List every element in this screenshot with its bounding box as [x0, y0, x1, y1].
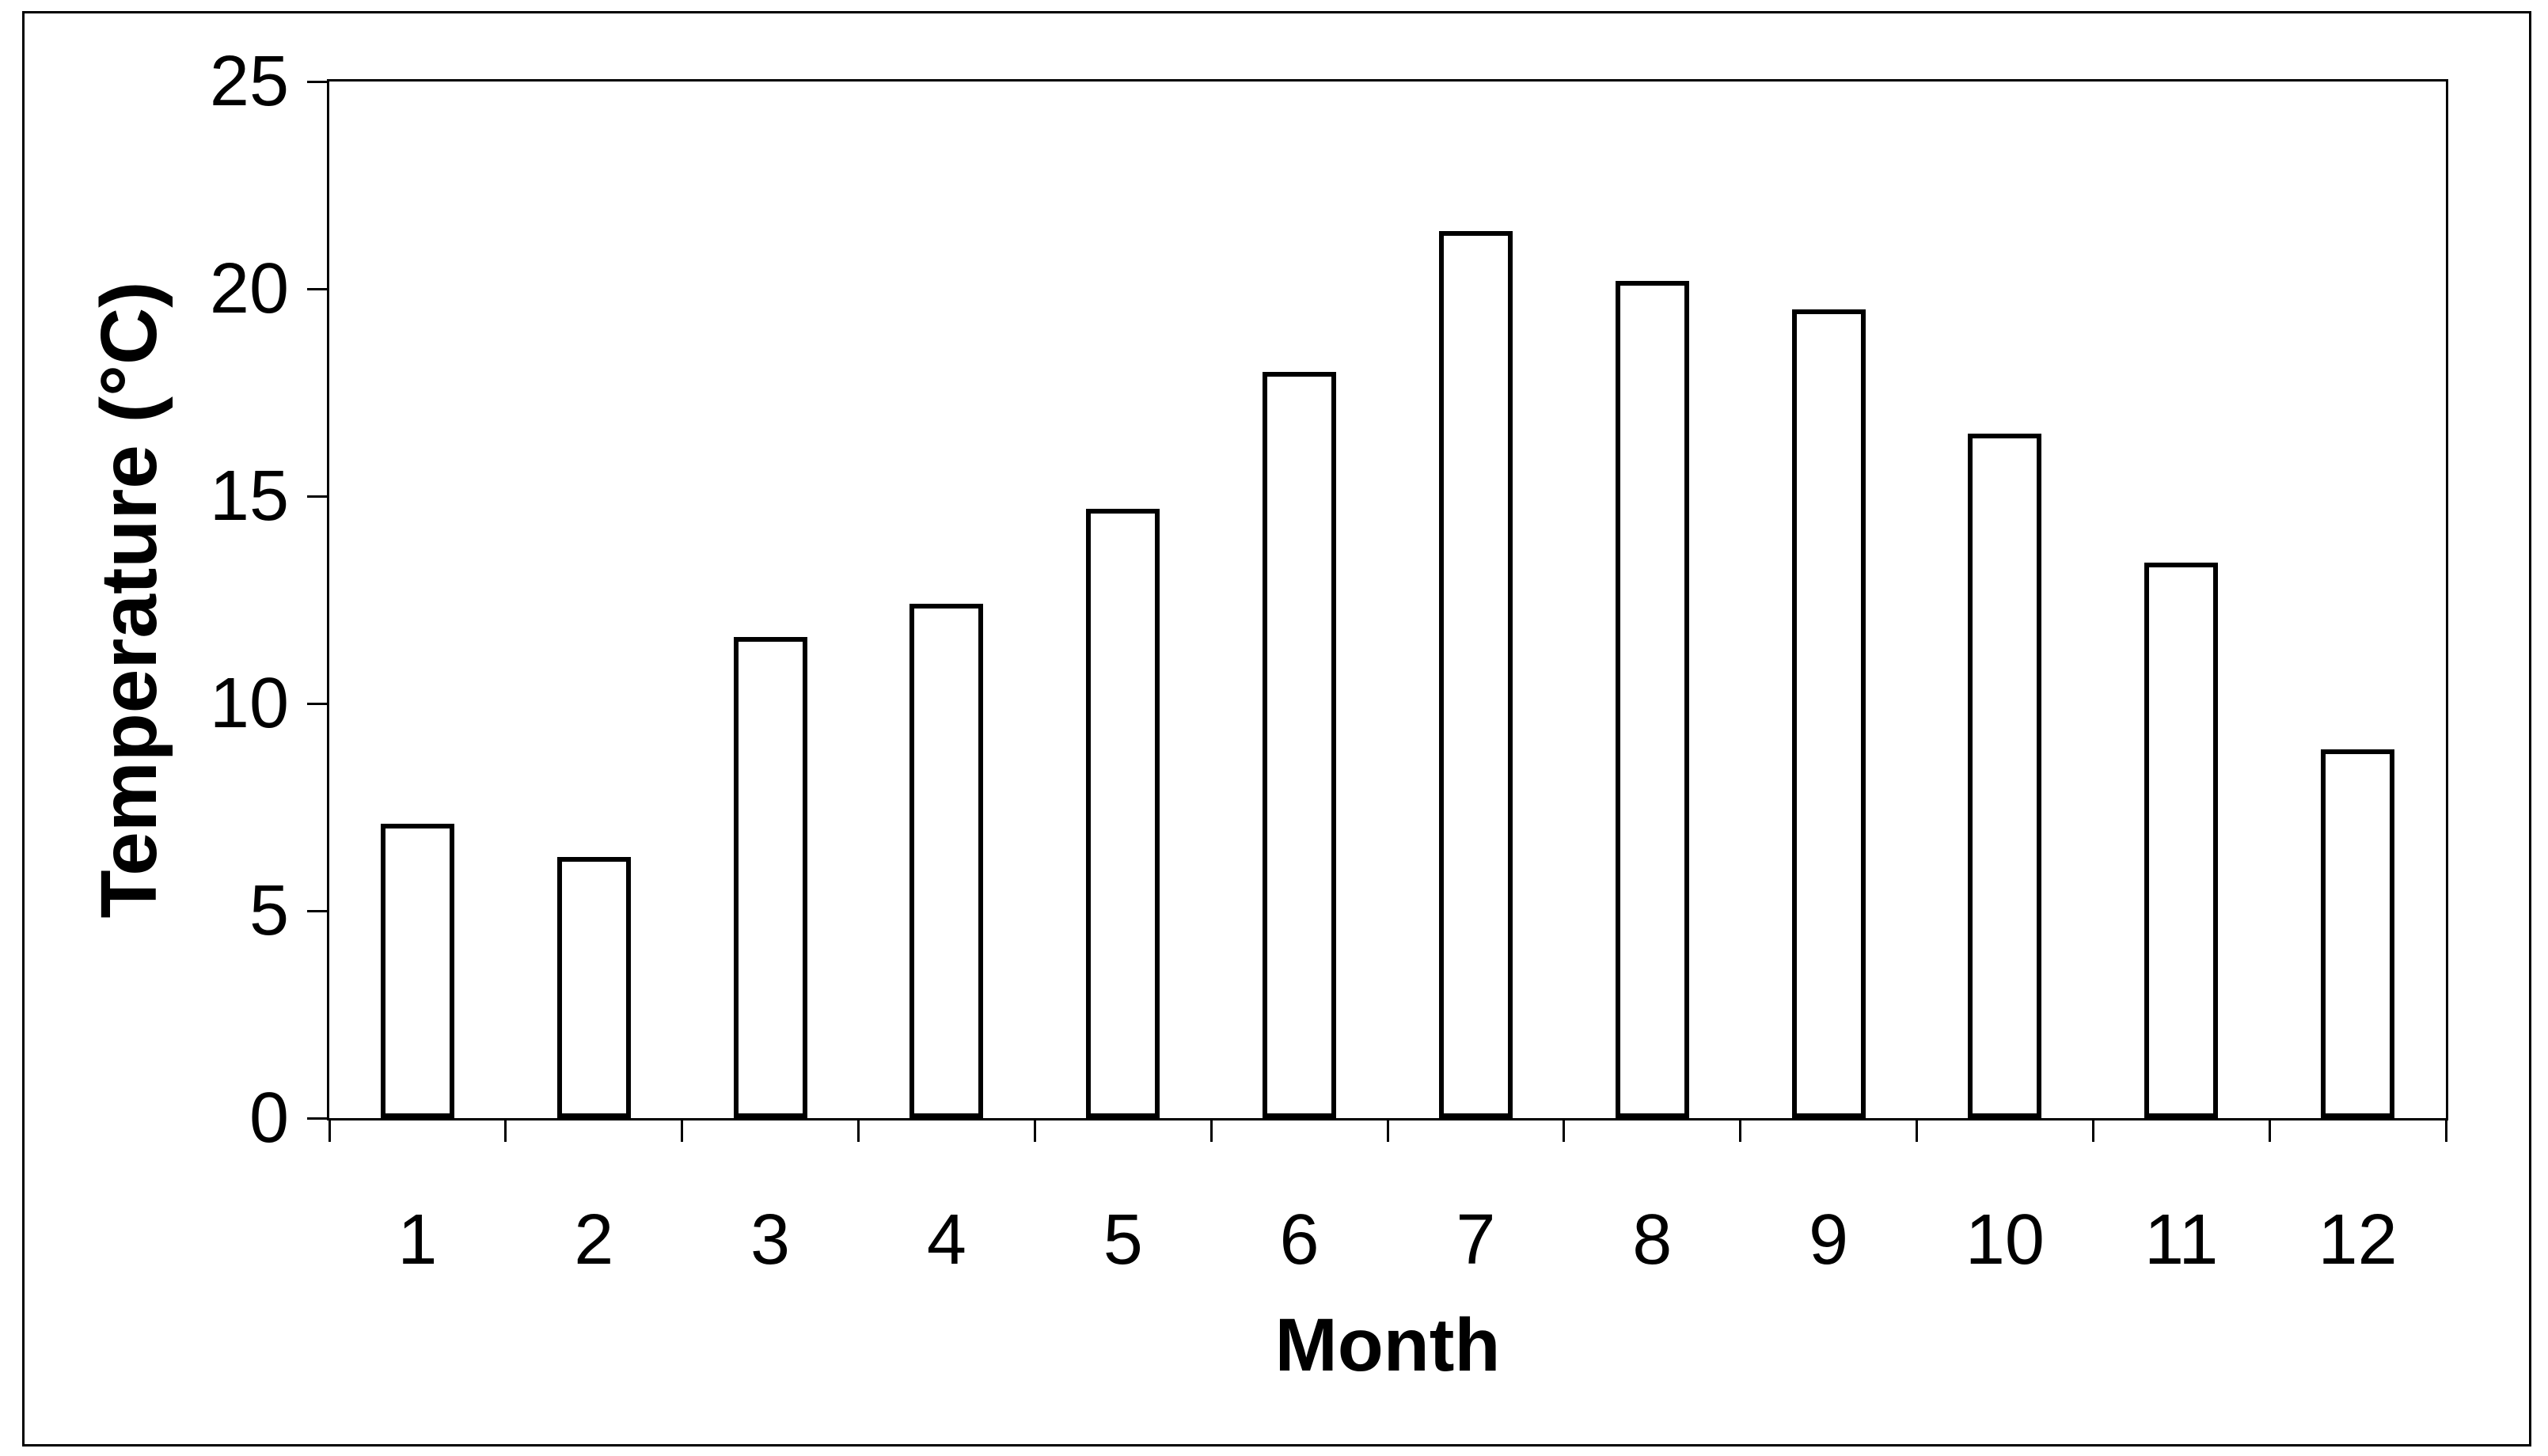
bar-month-6	[1263, 371, 1337, 1118]
y-tick-mark-10	[307, 702, 329, 705]
x-tick-mark-0	[328, 1118, 331, 1142]
x-tick-label-5: 5	[1103, 1200, 1143, 1280]
x-tick-mark-4	[1033, 1118, 1036, 1142]
x-tick-mark-2	[681, 1118, 684, 1142]
bar-month-11	[2144, 562, 2219, 1118]
bar-month-4	[909, 604, 984, 1118]
x-tick-mark-11	[2268, 1118, 2271, 1142]
x-tick-label-10: 10	[1965, 1200, 2045, 1280]
bar-month-10	[1968, 434, 2042, 1118]
x-tick-label-1: 1	[397, 1200, 438, 1280]
y-tick-label-0: 0	[249, 1079, 289, 1158]
bar-month-12	[2321, 749, 2395, 1118]
bar-month-3	[733, 637, 807, 1118]
y-tick-label-25: 25	[209, 42, 289, 121]
bar-month-9	[1791, 309, 1866, 1118]
x-tick-mark-3	[857, 1118, 860, 1142]
x-tick-mark-12	[2444, 1118, 2447, 1142]
y-axis-title: Temperature (°C)	[85, 281, 173, 919]
x-tick-label-9: 9	[1809, 1200, 1849, 1280]
y-tick-mark-5	[307, 909, 329, 912]
bar-month-5	[1086, 508, 1160, 1118]
x-tick-label-4: 4	[926, 1200, 966, 1280]
x-tick-mark-7	[1563, 1118, 1566, 1142]
bar-month-7	[1438, 230, 1513, 1118]
y-tick-mark-0	[307, 1117, 329, 1120]
y-tick-label-20: 20	[209, 249, 289, 328]
y-tick-label-15: 15	[209, 457, 289, 536]
bar-month-8	[1615, 280, 1689, 1118]
y-tick-mark-15	[307, 495, 329, 498]
x-tick-label-6: 6	[1279, 1200, 1320, 1280]
x-tick-label-7: 7	[1456, 1200, 1496, 1280]
y-tick-label-5: 5	[249, 871, 289, 950]
x-tick-label-3: 3	[750, 1200, 791, 1280]
x-tick-label-12: 12	[2318, 1200, 2398, 1280]
x-tick-mark-8	[1739, 1118, 1742, 1142]
y-tick-mark-20	[307, 287, 329, 290]
x-tick-label-8: 8	[1632, 1200, 1673, 1280]
y-tick-label-10: 10	[209, 664, 289, 743]
x-tick-label-11: 11	[2144, 1200, 2219, 1280]
bar-month-1	[380, 823, 454, 1118]
x-tick-mark-6	[1386, 1118, 1389, 1142]
plot-area	[327, 79, 2448, 1120]
x-tick-mark-1	[504, 1118, 507, 1142]
x-tick-mark-5	[1209, 1118, 1213, 1142]
bar-month-2	[556, 856, 631, 1118]
x-tick-mark-10	[2091, 1118, 2094, 1142]
x-tick-mark-9	[1916, 1118, 1918, 1142]
x-axis-title: Month	[1274, 1303, 1501, 1387]
x-tick-label-2: 2	[574, 1200, 614, 1280]
y-tick-mark-25	[307, 80, 329, 83]
